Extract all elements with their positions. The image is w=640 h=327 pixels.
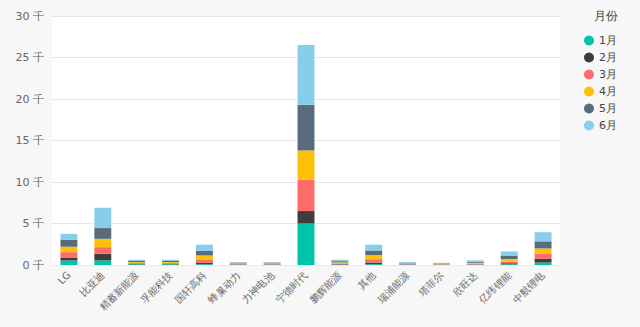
svg-text:精蓄新能源: 精蓄新能源: [97, 269, 140, 312]
svg-text:孚能科技: 孚能科技: [138, 269, 174, 305]
svg-text:蜂巢动力: 蜂巢动力: [206, 269, 242, 305]
svg-text:月份: 月份: [594, 9, 618, 23]
svg-text:5 千: 5 千: [23, 217, 45, 230]
svg-text:10 千: 10 千: [16, 176, 45, 189]
svg-text:中航锂电: 中航锂电: [511, 269, 547, 305]
svg-text:1月: 1月: [599, 34, 617, 47]
svg-text:0 千: 0 千: [23, 259, 45, 272]
svg-text:宁德时代: 宁德时代: [274, 269, 310, 305]
svg-text:力神电池: 力神电池: [240, 269, 276, 305]
svg-text:20 千: 20 千: [16, 93, 45, 106]
svg-text:6月: 6月: [599, 119, 617, 132]
svg-text:鹏辉能源: 鹏辉能源: [308, 269, 344, 305]
svg-text:15 千: 15 千: [16, 134, 45, 147]
svg-text:瑞浦能源: 瑞浦能源: [375, 269, 411, 305]
svg-text:欣旺达: 欣旺达: [450, 269, 479, 298]
svg-text:塔菲尔: 塔菲尔: [416, 269, 446, 299]
svg-text:比亚迪: 比亚迪: [78, 269, 107, 298]
svg-text:4月: 4月: [599, 85, 617, 98]
svg-text:2月: 2月: [599, 51, 617, 64]
svg-text:LG: LG: [56, 269, 73, 286]
svg-text:30 千: 30 千: [16, 10, 45, 23]
svg-text:亿纬锂能: 亿纬锂能: [476, 269, 513, 306]
svg-text:其他: 其他: [356, 269, 378, 291]
svg-text:25 千: 25 千: [16, 51, 45, 64]
svg-text:3月: 3月: [599, 68, 617, 81]
svg-text:5月: 5月: [599, 102, 617, 115]
svg-text:国轩高科: 国轩高科: [172, 269, 208, 305]
